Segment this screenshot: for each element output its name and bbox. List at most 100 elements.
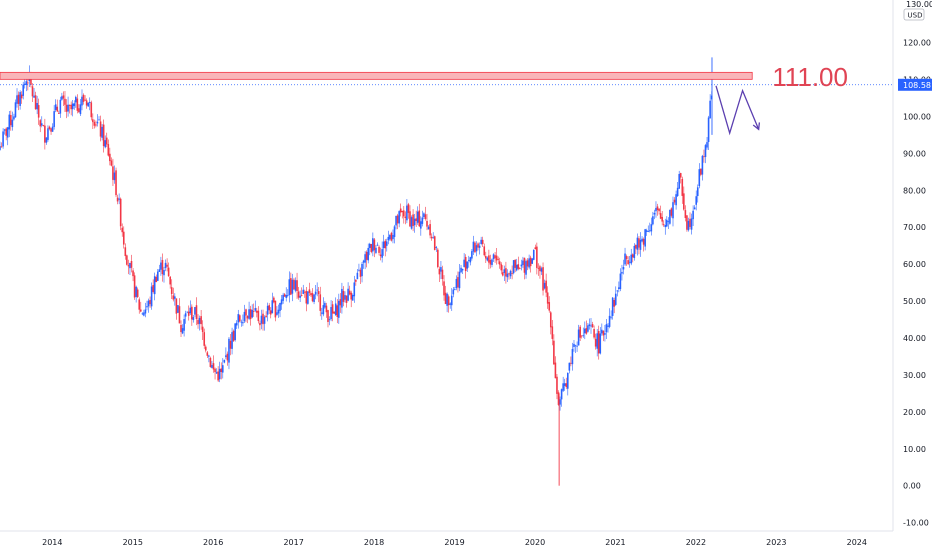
y-tick-label: 70.00 xyxy=(903,223,926,232)
candle-body xyxy=(119,198,122,227)
candle-body xyxy=(404,216,407,218)
candle-body xyxy=(129,262,131,269)
candle-body xyxy=(0,146,1,150)
candle-body xyxy=(650,224,653,232)
candle-body xyxy=(218,368,221,380)
candle-body xyxy=(177,305,179,313)
candle-body xyxy=(201,326,204,332)
candle-body xyxy=(293,279,295,290)
candle-body xyxy=(322,305,325,315)
candle-body xyxy=(256,310,258,313)
candle-body xyxy=(444,292,447,305)
candle-body xyxy=(268,305,270,311)
candle-body xyxy=(472,241,475,252)
candle-body xyxy=(687,220,690,231)
y-tick-label: 10.00 xyxy=(903,445,926,454)
candle-body xyxy=(133,275,136,298)
candle-body xyxy=(345,295,348,303)
candle-body xyxy=(587,325,589,332)
candle-body xyxy=(147,300,150,307)
candle-body xyxy=(344,295,346,300)
candle-body xyxy=(161,259,164,275)
candle-body xyxy=(579,326,581,338)
candle-body xyxy=(93,121,96,126)
candle-body xyxy=(618,287,620,290)
candle-body xyxy=(13,116,15,120)
drawing-overlays[interactable]: 111.00 xyxy=(0,62,893,136)
x-tick-label: 2014 xyxy=(42,538,62,547)
price-axis[interactable]: 130.00 USD 120.00110.00100.0090.0080.007… xyxy=(898,0,932,528)
x-tick-label: 2018 xyxy=(364,538,384,547)
candle-body xyxy=(243,311,246,322)
candle-body xyxy=(33,95,35,98)
candle-body xyxy=(282,294,284,301)
plot-area[interactable] xyxy=(0,57,713,486)
candle-body xyxy=(85,100,88,106)
projection-zigzag[interactable] xyxy=(715,85,760,136)
candle-body xyxy=(469,257,472,263)
candle-body xyxy=(410,217,413,229)
candle-body xyxy=(709,100,711,119)
candle-body xyxy=(184,313,187,317)
candle-body xyxy=(378,246,380,253)
candle-body xyxy=(463,259,465,267)
x-tick-label: 2020 xyxy=(525,538,545,547)
candle-body xyxy=(599,333,602,354)
candle-body xyxy=(319,294,322,311)
candle-body xyxy=(67,104,69,112)
candle-body xyxy=(534,247,537,250)
candle-body xyxy=(257,310,260,322)
candle-body xyxy=(34,95,37,110)
candle-body xyxy=(514,259,516,268)
candle-body xyxy=(647,231,650,233)
candle-body xyxy=(195,305,198,319)
x-tick-label: 2016 xyxy=(203,538,223,547)
candle-body xyxy=(467,259,470,261)
candle-body xyxy=(314,291,317,295)
resistance-zone[interactable] xyxy=(0,71,753,80)
candle-body xyxy=(656,206,659,210)
candle-body xyxy=(288,279,291,296)
candle-body xyxy=(402,210,405,217)
candle-body xyxy=(460,267,462,273)
candle-body xyxy=(696,187,699,197)
candle-body xyxy=(84,99,86,101)
candle-body xyxy=(486,257,489,261)
candle-body xyxy=(57,113,60,114)
candle-body xyxy=(158,269,161,272)
candle-body xyxy=(384,240,387,249)
x-tick-label: 2017 xyxy=(283,538,303,547)
candle-body xyxy=(427,226,430,230)
y-tick-label: 80.00 xyxy=(903,186,926,195)
candle-body xyxy=(73,103,76,107)
candle-body xyxy=(389,234,391,240)
candle-body xyxy=(630,254,633,264)
candle-body xyxy=(25,81,28,86)
candle-body xyxy=(628,261,631,263)
candle-body xyxy=(223,359,226,363)
candle-body xyxy=(234,323,236,340)
candle-body xyxy=(645,230,648,232)
candle-body xyxy=(500,264,503,271)
candle-body xyxy=(523,257,526,273)
candle-body xyxy=(353,282,356,297)
candle-body xyxy=(602,330,605,336)
candle-body xyxy=(597,330,600,354)
candle-body xyxy=(636,237,639,250)
candle-body xyxy=(178,306,181,324)
candle-body xyxy=(79,104,82,115)
candle-body xyxy=(424,214,427,220)
candle-body xyxy=(539,266,541,272)
candle-body xyxy=(692,210,694,220)
candle-body xyxy=(686,215,688,230)
candle-body xyxy=(246,316,249,319)
candle-body xyxy=(585,328,588,334)
candle-body xyxy=(571,349,574,365)
x-tick-label: 2015 xyxy=(123,538,143,547)
candle-body xyxy=(285,295,288,298)
candle-body xyxy=(291,279,294,294)
candle-body xyxy=(554,362,557,379)
candle-body xyxy=(693,207,696,210)
time-axis[interactable]: 2014 2015 2016 2017 2018 2019 2020 2021 2022 2023… xyxy=(42,538,867,547)
